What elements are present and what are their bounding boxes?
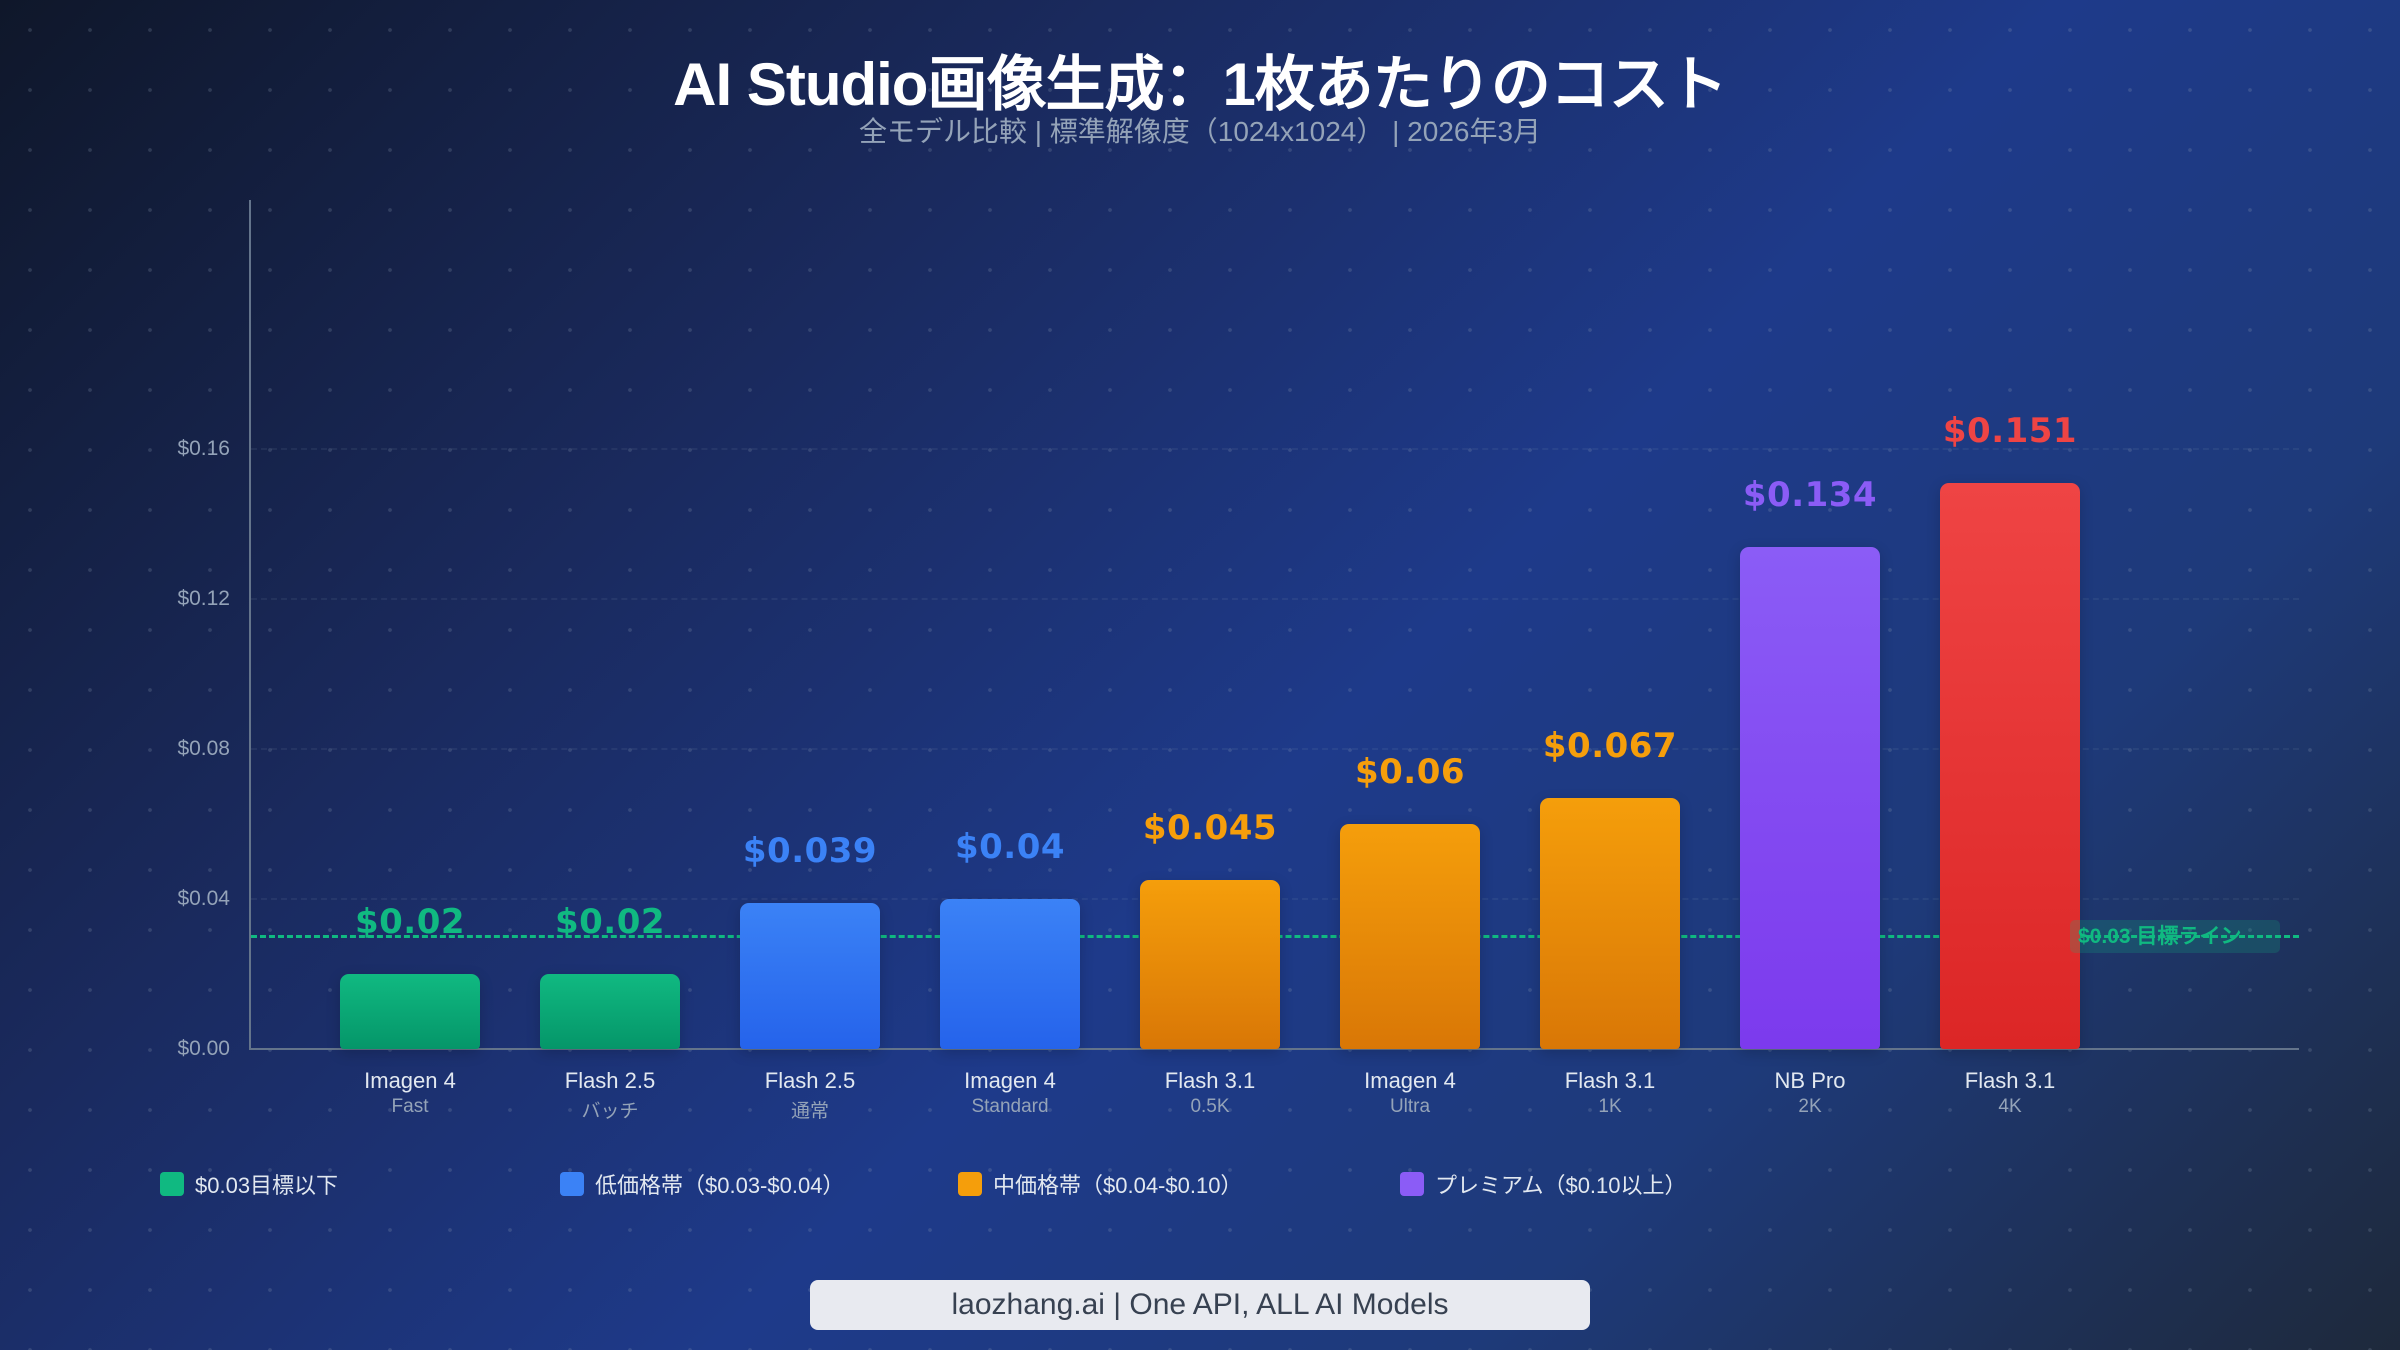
y-tick-label: $0.04 <box>177 887 230 910</box>
category-label: Imagen 4 <box>1364 1068 1456 1093</box>
chart-title: AI Studio画像生成：1枚あたりのコスト <box>673 51 1728 118</box>
bar <box>1340 824 1480 1049</box>
legend-label: プレミアム（$0.10以上） <box>1435 1173 1687 1198</box>
legend-swatch-purple <box>1400 1172 1424 1196</box>
category-sublabel: 通常 <box>790 1101 829 1122</box>
category-label: Flash 2.5 <box>564 1068 656 1093</box>
gridline <box>251 448 2299 450</box>
bar <box>940 899 1080 1049</box>
legend-swatch-green <box>160 1172 184 1196</box>
bar-value-label: $0.039 <box>742 830 878 871</box>
bar <box>340 974 480 1049</box>
bar-value-label: $0.045 <box>1142 808 1278 849</box>
category-sublabel: Ultra <box>1389 1096 1431 1117</box>
bar <box>1940 482 2080 1049</box>
category-label: Flash 2.5 <box>764 1068 856 1093</box>
legend-item-target: $0.03目標以下 <box>160 1168 338 1200</box>
x-axis <box>249 1048 2299 1050</box>
bar-value-label: $0.134 <box>1742 474 1878 515</box>
bar-value-label: $0.067 <box>1542 725 1678 766</box>
legend-swatch-blue <box>560 1172 584 1196</box>
legend-item-premium: プレミアム（$0.10以上） <box>1400 1168 1687 1200</box>
category-sublabel: Fast <box>391 1096 429 1117</box>
category-label: Flash 3.1 <box>1964 1068 2056 1093</box>
bar-value-label: $0.04 <box>954 827 1066 867</box>
chart-subtitle: 全モデル比較 | 標準解像度（1024x1024） | 2026年3月 <box>858 116 1542 147</box>
bar <box>1540 797 1680 1049</box>
bar-value-label: $0.151 <box>1942 410 2078 451</box>
y-axis <box>249 200 251 1050</box>
y-tick-label: $0.08 <box>177 737 230 760</box>
category-label: Flash 3.1 <box>1564 1068 1656 1093</box>
category-sublabel: Standard <box>971 1096 1049 1117</box>
gridline <box>251 748 2299 750</box>
legend-item-low: 低価格帯（$0.03-$0.04） <box>560 1168 844 1200</box>
bar-value-label: $0.02 <box>354 902 466 942</box>
y-tick-label: $0.00 <box>177 1037 230 1060</box>
gridline <box>251 598 2299 600</box>
legend-label: 低価格帯（$0.03-$0.04） <box>595 1173 845 1198</box>
footer-banner: laozhang.ai | One API, ALL AI Models <box>810 1280 1590 1330</box>
y-tick-label: $0.12 <box>177 587 230 610</box>
y-tick-label: $0.16 <box>177 437 230 460</box>
category-sublabel: 4K <box>1998 1096 2022 1117</box>
bar <box>740 902 880 1049</box>
legend-item-mid: 中価格帯（$0.04-$0.10） <box>958 1168 1242 1200</box>
legend-label: $0.03目標以下 <box>195 1173 339 1198</box>
legend-label: 中価格帯（$0.04-$0.10） <box>993 1173 1243 1198</box>
category-label: Imagen 4 <box>964 1068 1056 1093</box>
category-sublabel: バッチ <box>581 1101 639 1122</box>
category-label: NB Pro <box>1774 1068 1846 1093</box>
category-sublabel: 0.5K <box>1190 1096 1230 1117</box>
bar-value-label: $0.06 <box>1354 752 1466 792</box>
category-label: Imagen 4 <box>364 1068 456 1093</box>
bar-value-label: $0.02 <box>554 902 666 942</box>
bar <box>540 974 680 1049</box>
target-line-label: $0.03 目標ライン <box>2070 920 2280 953</box>
category-sublabel: 2K <box>1798 1096 1822 1117</box>
bar <box>1740 546 1880 1049</box>
category-sublabel: 1K <box>1598 1096 1622 1117</box>
category-label: Flash 3.1 <box>1164 1068 1256 1093</box>
legend-swatch-orange <box>958 1172 982 1196</box>
bar <box>1140 880 1280 1049</box>
